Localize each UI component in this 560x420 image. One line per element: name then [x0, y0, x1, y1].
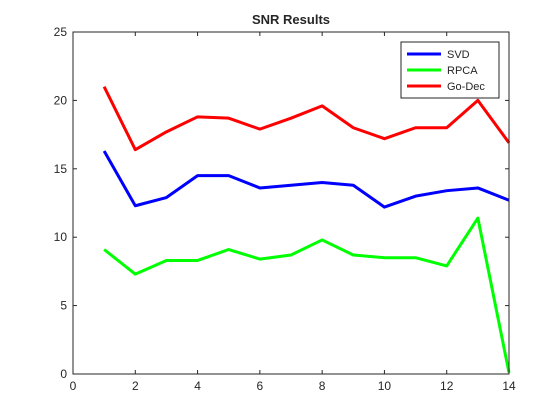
series-line-go-dec — [102, 86, 511, 152]
series-line-svd — [102, 150, 510, 209]
x-tick-label: 12 — [440, 379, 454, 393]
series-layer — [102, 86, 511, 373]
legend-label: Go-Dec — [447, 81, 485, 93]
y-tick-label: 0 — [60, 367, 67, 381]
y-tick-label: 20 — [54, 93, 68, 107]
x-tick-label: 8 — [319, 379, 326, 393]
axes-box — [72, 31, 510, 375]
y-tick-label: 5 — [60, 299, 67, 313]
axes-layer: 0 2 4 6 8 10 12 14 0 5 10 15 20 25 — [54, 25, 516, 393]
x-tick-label: 2 — [132, 379, 139, 393]
legend-label: RPCA — [447, 65, 478, 77]
x-tick-label: 10 — [378, 379, 392, 393]
y-tick-label: 25 — [54, 25, 68, 39]
chart-title: SNR Results — [252, 12, 330, 27]
y-tick-label: 10 — [54, 230, 68, 244]
legend: SVD RPCA Go-Dec — [400, 41, 500, 99]
x-tick-label: 0 — [70, 379, 77, 393]
x-tick-label: 4 — [194, 379, 201, 393]
legend-label: SVD — [447, 49, 470, 61]
x-tick-label: 14 — [502, 379, 516, 393]
series-line-rpca — [103, 216, 511, 373]
x-tick-label: 6 — [257, 379, 264, 393]
y-tick-label: 15 — [54, 162, 68, 176]
